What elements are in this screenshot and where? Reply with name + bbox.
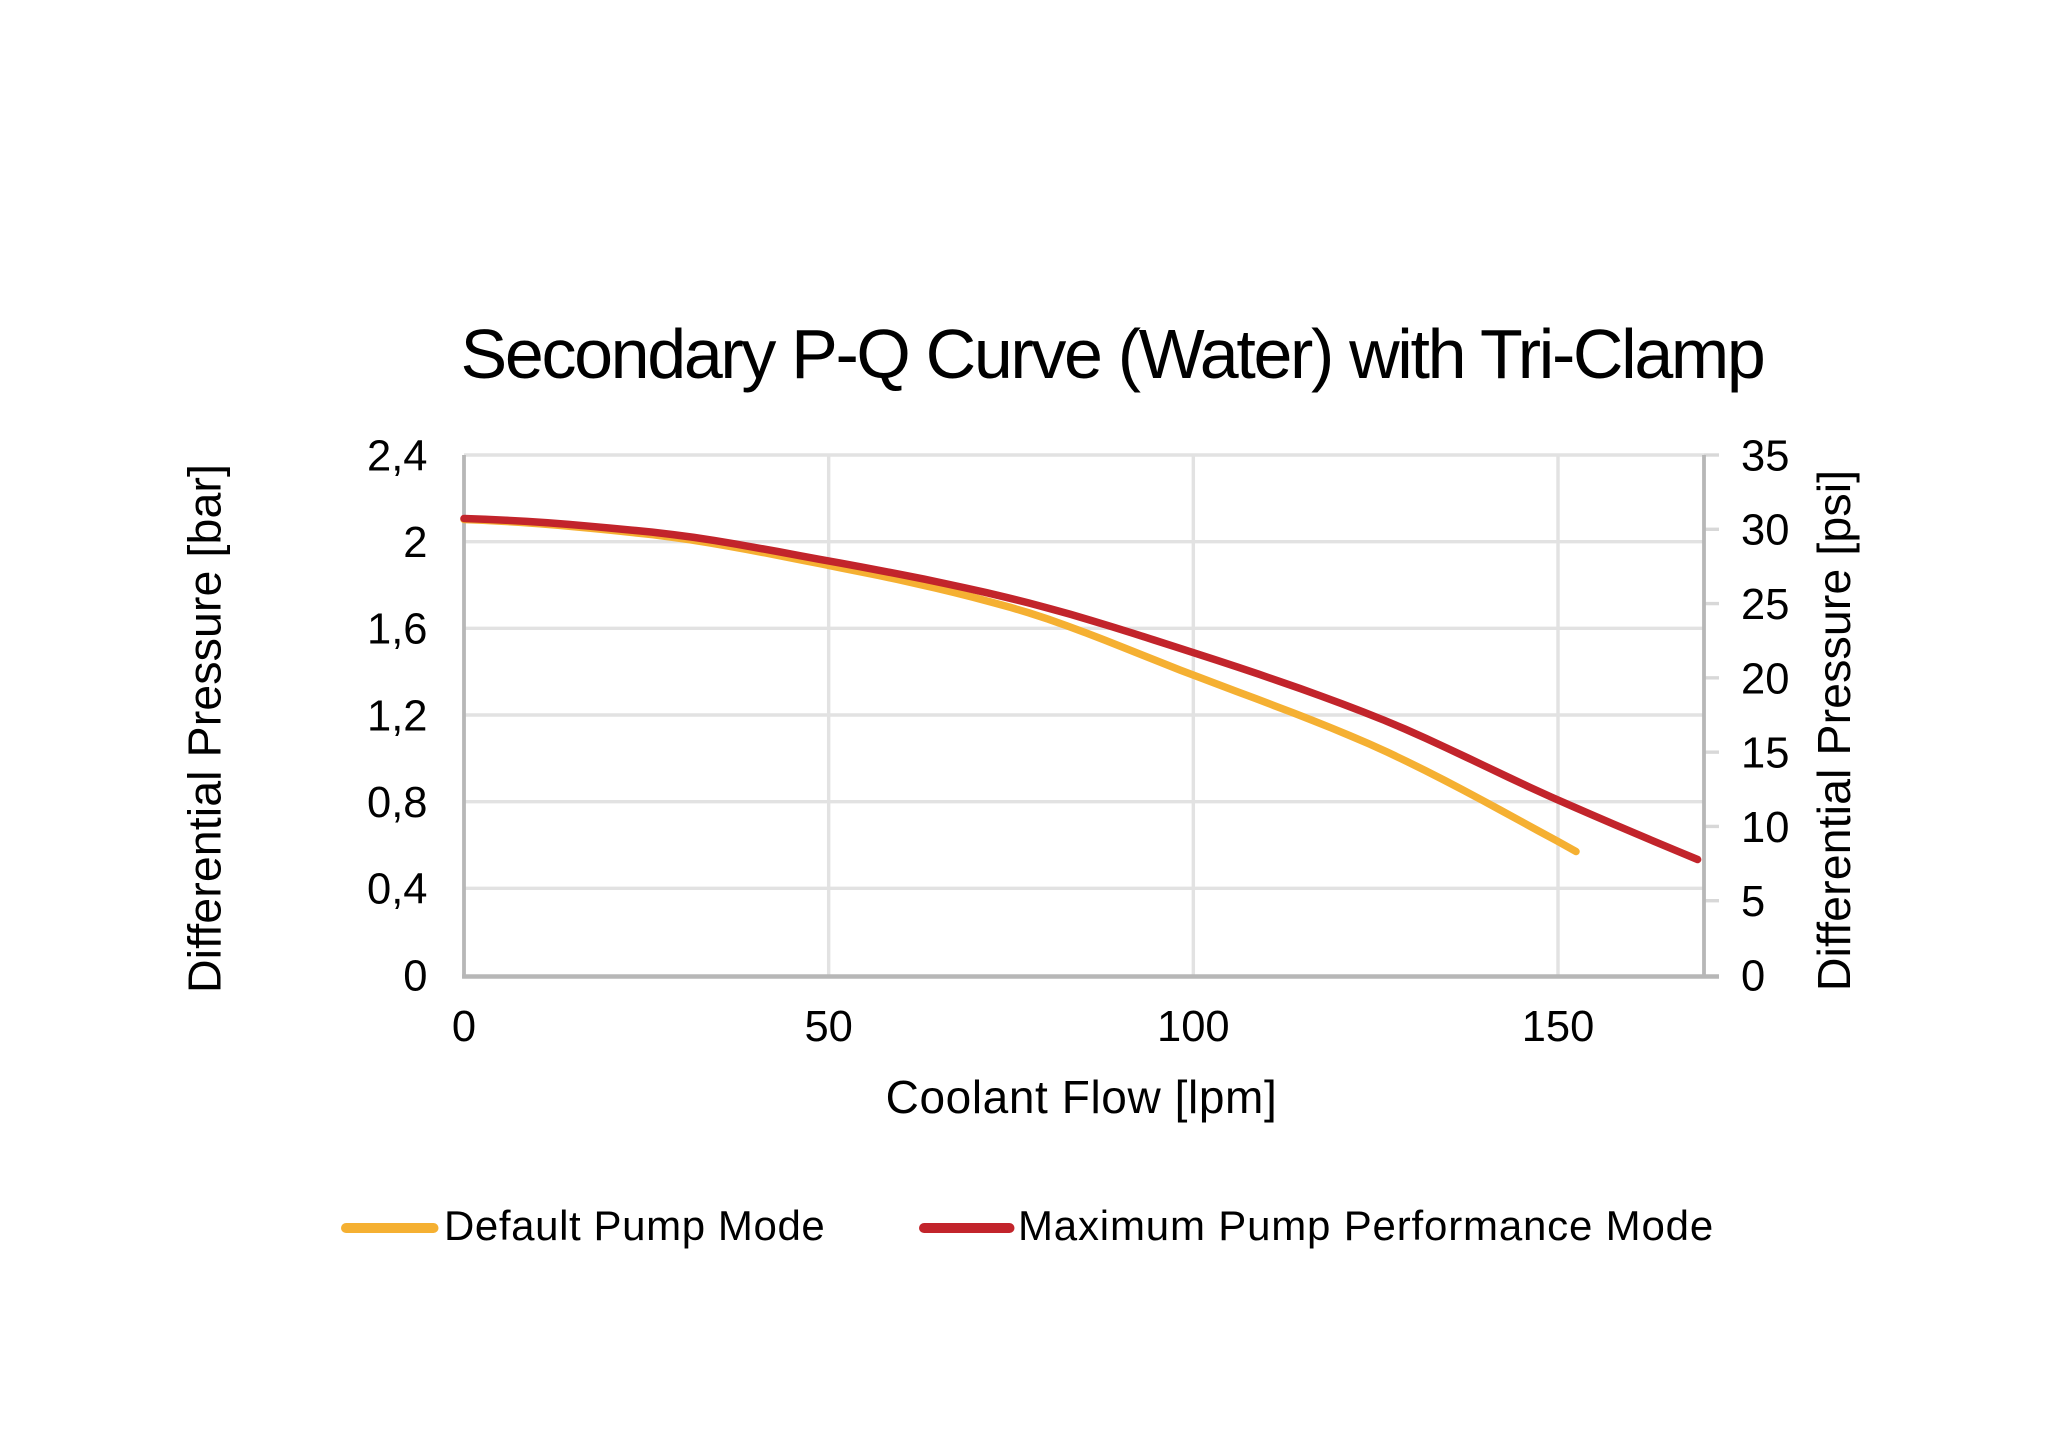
svg-text:15: 15: [1741, 730, 1789, 778]
svg-text:Maximum Pump Performance Mode: Maximum Pump Performance Mode: [1018, 1202, 1714, 1249]
svg-text:2,4: 2,4: [367, 432, 427, 480]
svg-text:0: 0: [452, 1003, 476, 1051]
svg-text:100: 100: [1157, 1003, 1230, 1051]
svg-text:150: 150: [1522, 1003, 1595, 1051]
svg-text:0,4: 0,4: [367, 866, 427, 914]
svg-text:Default Pump Mode: Default Pump Mode: [444, 1202, 825, 1249]
svg-text:20: 20: [1741, 655, 1789, 703]
svg-text:5: 5: [1741, 878, 1765, 926]
svg-text:30: 30: [1741, 507, 1789, 555]
svg-text:Secondary P-Q Curve (Water) wi: Secondary P-Q Curve (Water) with Tri-Cla…: [461, 315, 1764, 393]
svg-text:35: 35: [1741, 432, 1789, 480]
svg-text:Differential Pressure [bar]: Differential Pressure [bar]: [179, 464, 231, 993]
svg-text:0: 0: [1741, 952, 1765, 1000]
svg-text:50: 50: [804, 1003, 852, 1051]
svg-text:10: 10: [1741, 804, 1789, 852]
svg-text:2: 2: [403, 519, 427, 567]
svg-text:25: 25: [1741, 581, 1789, 629]
svg-text:1,6: 1,6: [367, 606, 427, 654]
svg-text:0,8: 0,8: [367, 779, 427, 827]
svg-text:0: 0: [403, 952, 427, 1000]
svg-text:Differential Pressure [psi]: Differential Pressure [psi]: [1808, 470, 1860, 991]
svg-text:1,2: 1,2: [367, 692, 427, 740]
svg-text:Coolant Flow [lpm]: Coolant Flow [lpm]: [886, 1071, 1278, 1123]
